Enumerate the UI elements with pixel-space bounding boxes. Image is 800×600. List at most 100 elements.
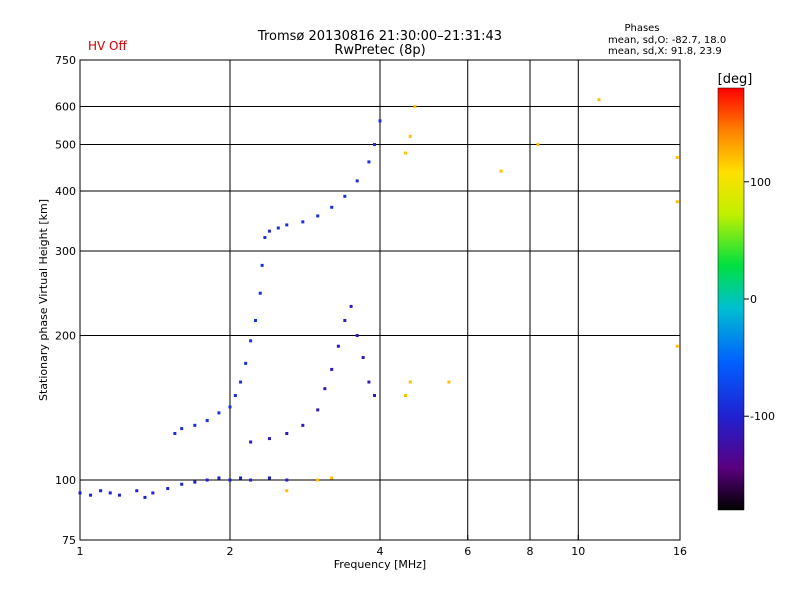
y-tick-label: 75 <box>62 534 76 547</box>
x-tick-label: 6 <box>464 545 471 558</box>
data-point <box>239 476 243 480</box>
data-point <box>205 478 209 482</box>
data-point <box>173 432 177 436</box>
data-point <box>285 432 289 436</box>
data-point <box>267 229 271 233</box>
data-point <box>180 482 184 486</box>
data-point <box>135 489 139 493</box>
data-point <box>239 380 243 384</box>
y-axis-ticks: 75 100 200 300 400 500 600 750 <box>55 54 85 547</box>
data-point <box>403 394 407 398</box>
data-point <box>249 478 253 482</box>
data-point <box>316 214 320 218</box>
stats-heading: Phases <box>624 23 659 34</box>
stats-x-mode: mean, sd,X: 91.8, 23.9 <box>608 46 722 57</box>
data-point <box>316 478 320 482</box>
hv-status-label: HV Off <box>88 39 127 53</box>
data-point <box>193 480 197 484</box>
chart-title-line1: Tromsø 20130816 21:30:00–21:31:43 <box>257 29 502 44</box>
data-point <box>675 344 679 348</box>
data-point <box>378 119 382 123</box>
data-point <box>285 489 289 493</box>
data-point <box>403 151 407 155</box>
data-point <box>355 179 359 183</box>
data-point <box>597 98 601 102</box>
stats-o-mode: mean, sd,O: -82.7, 18.0 <box>608 35 726 46</box>
data-point <box>166 487 170 491</box>
data-point <box>249 440 253 444</box>
data-point <box>260 263 264 267</box>
y-tick-label: 500 <box>55 139 76 152</box>
colorbar-tick-label: 100 <box>750 176 771 189</box>
data-point <box>330 476 334 480</box>
y-axis-label: Stationary phase Virtual Height [km] <box>37 199 50 401</box>
data-point <box>258 291 262 295</box>
x-axis-ticks: 1 2 4 6 8 10 16 <box>77 535 687 558</box>
data-point <box>447 380 451 384</box>
data-point <box>323 387 327 391</box>
colorbar-ticks: 100 0 -100 <box>744 176 775 423</box>
data-point <box>408 134 412 138</box>
data-point <box>193 423 197 427</box>
data-point <box>285 223 289 227</box>
data-point <box>301 220 305 224</box>
y-tick-label: 750 <box>55 54 76 67</box>
data-point <box>99 489 103 493</box>
data-point <box>89 493 93 497</box>
data-point <box>253 318 257 322</box>
data-point <box>267 437 271 441</box>
data-point <box>267 476 271 480</box>
x-tick-label: 4 <box>377 545 384 558</box>
data-point <box>285 478 289 482</box>
data-points <box>78 98 679 499</box>
data-point <box>349 304 353 308</box>
data-point <box>373 143 377 147</box>
data-point <box>413 105 417 109</box>
data-point <box>355 334 359 338</box>
chart-title-line2: RwPretec (8p) <box>334 43 425 58</box>
data-point <box>316 408 320 412</box>
data-point <box>217 411 221 415</box>
data-point <box>301 423 305 427</box>
data-point <box>249 339 253 343</box>
data-point <box>276 226 280 230</box>
data-point <box>330 367 334 371</box>
data-point <box>244 361 248 365</box>
data-point <box>217 476 221 480</box>
y-tick-label: 600 <box>55 101 76 114</box>
data-point <box>675 155 679 159</box>
data-point <box>343 194 347 198</box>
data-point <box>117 493 121 497</box>
data-point <box>228 478 232 482</box>
x-tick-label: 16 <box>673 545 687 558</box>
data-point <box>228 405 232 409</box>
data-point <box>367 380 371 384</box>
colorbar-tick-label: -100 <box>750 410 775 423</box>
x-tick-label: 1 <box>77 545 84 558</box>
data-point <box>205 419 209 423</box>
data-point <box>151 491 155 495</box>
data-point <box>675 200 679 204</box>
x-axis-label: Frequency [MHz] <box>334 558 426 571</box>
plot-grid <box>80 60 680 540</box>
data-point <box>536 143 540 147</box>
data-point <box>143 495 147 499</box>
data-point <box>367 160 371 164</box>
y-tick-label: 200 <box>55 330 76 343</box>
colorbar-label: [deg] <box>718 72 753 87</box>
y-tick-label: 400 <box>55 185 76 198</box>
data-point <box>330 205 334 209</box>
data-point <box>408 380 412 384</box>
data-point <box>233 394 237 398</box>
colorbar-tick-label: 0 <box>750 293 757 306</box>
data-point <box>108 491 112 495</box>
y-tick-label: 300 <box>55 245 76 258</box>
x-tick-label: 8 <box>527 545 534 558</box>
data-point <box>78 491 82 495</box>
y-tick-label: 100 <box>55 474 76 487</box>
colorbar <box>717 87 745 511</box>
data-point <box>373 394 377 398</box>
data-point <box>336 344 340 348</box>
data-point <box>343 318 347 322</box>
